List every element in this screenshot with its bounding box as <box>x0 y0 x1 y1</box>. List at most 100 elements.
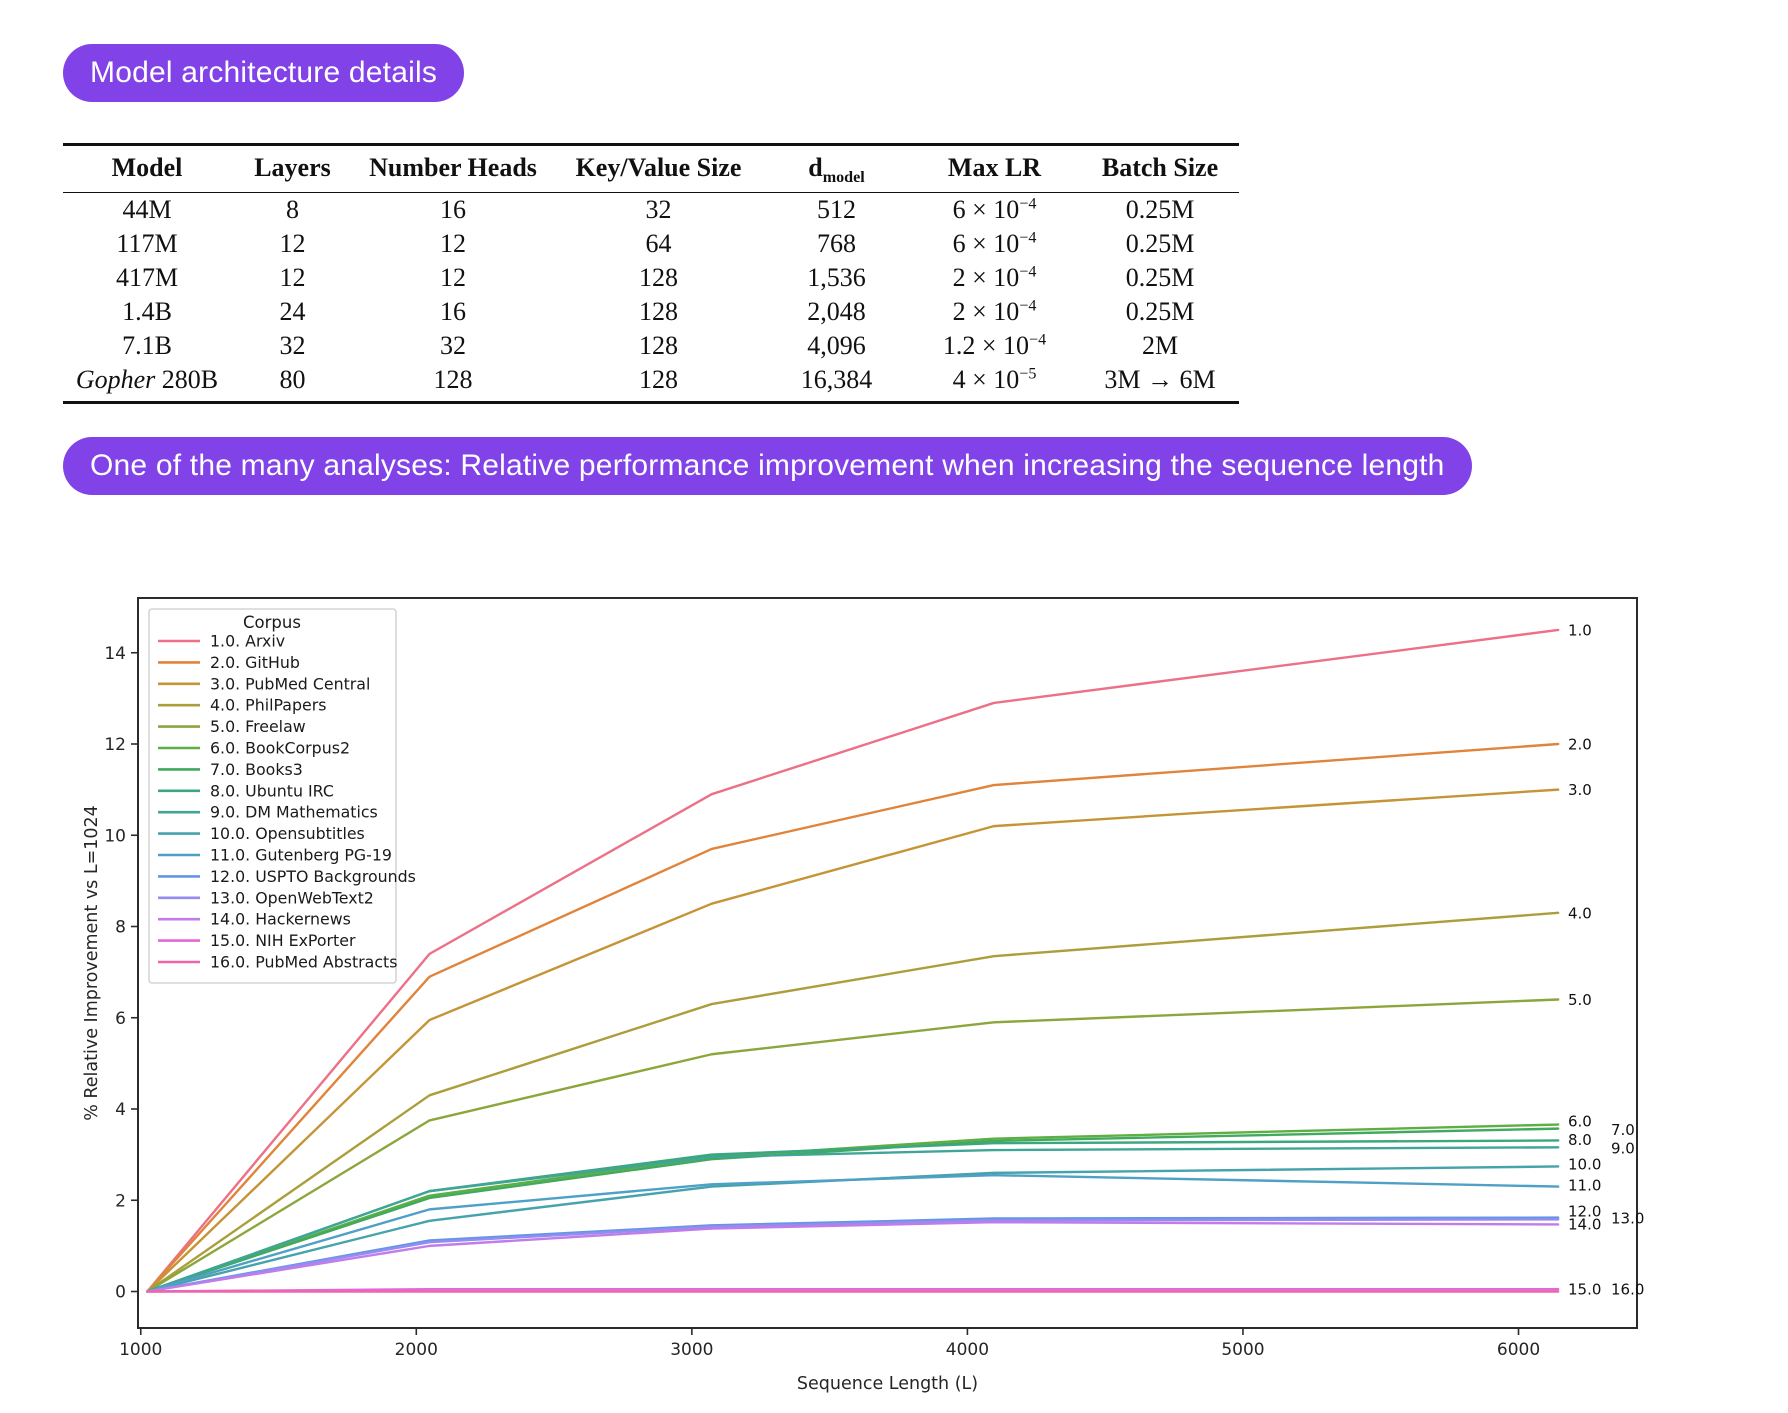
series-line-14.0 <box>146 1220 1560 1293</box>
y-axis-tick-label: 8 <box>115 918 126 938</box>
line-end-label-12.0: 12.0 <box>1568 1203 1601 1221</box>
y-axis-tick-label: 0 <box>115 1283 126 1303</box>
cell-layers: 12 <box>279 229 306 258</box>
column-header-key-value-size: Key/Value Size <box>552 143 765 193</box>
cell-max-lr: 1.2 × 10−4 <box>942 331 1047 360</box>
line-end-label-1.0: 1.0 <box>1568 621 1592 639</box>
series-line-5.0 <box>146 998 1560 1293</box>
legend-item-label-10.0: 10.0. Opensubtitles <box>210 824 365 843</box>
cell-dmodel: 1,536 <box>807 263 866 292</box>
x-axis-tick-label: 3000 <box>670 1340 713 1360</box>
column-header-number-heads: Number Heads <box>354 143 552 193</box>
cell-dmodel: 2,048 <box>807 297 866 326</box>
cell-key-value-size: 128 <box>639 331 678 360</box>
cell-layers: 80 <box>231 363 354 404</box>
legend-item-label-12.0: 12.0. USPTO Backgrounds <box>210 867 416 886</box>
legend-item-label-16.0: 16.0. PubMed Abstracts <box>210 953 397 972</box>
cell-batch-size: 2M <box>1141 331 1179 360</box>
cell-number-heads: 16 <box>440 195 466 224</box>
series-line-10.0 <box>146 1165 1560 1293</box>
table-row: 417M 12 12 128 1,536 2 × 10−4 0.25M <box>63 261 1239 295</box>
cell-key-value-size: 128 <box>639 263 678 292</box>
legend-item-label-15.0: 15.0. NIH ExPorter <box>210 931 356 950</box>
cell-number-heads: 128 <box>354 363 552 404</box>
series-line-4.0 <box>146 911 1560 1293</box>
cell-model: 44M <box>122 195 172 224</box>
cell-batch-size: 0.25M <box>1125 297 1195 326</box>
cell-max-lr: 2 × 10−4 <box>952 263 1037 292</box>
cell-batch-size: 0.25M <box>1125 263 1195 292</box>
table-row: 117M 12 12 64 768 6 × 10−4 0.25M <box>63 227 1239 261</box>
legend-item-label-5.0: 5.0. Freelaw <box>210 717 306 736</box>
y-axis-tick-label: 2 <box>115 1191 126 1211</box>
legend-box <box>148 608 397 984</box>
series-line-13.0 <box>146 1218 1560 1293</box>
series-line-15.0 <box>146 1288 1560 1293</box>
series-line-3.0 <box>146 788 1560 1293</box>
cell-key-value-size: 128 <box>639 297 678 326</box>
plot-border <box>137 597 1638 1329</box>
table-row: Gopher 280B 80 128 128 16,384 4 × 10−5 3M → 6M <box>63 363 1239 404</box>
cell-key-value-size: 32 <box>645 195 672 224</box>
table-row: 44M 8 16 32 512 6 × 10−4 0.25M <box>63 193 1239 228</box>
line-end-label-9.0: 9.0 <box>1611 1139 1635 1157</box>
cell-model: 1.4B <box>122 297 172 326</box>
legend-item-label-9.0: 9.0. DM Mathematics <box>210 803 378 822</box>
architecture-badge: Model architecture details <box>63 44 465 102</box>
analysis-badge: One of the many analyses: Relative perfo… <box>63 437 1472 495</box>
cell-dmodel: 512 <box>817 195 856 224</box>
legend-item-label-11.0: 11.0. Gutenberg PG-19 <box>210 846 392 865</box>
cell-model: 7.1B <box>122 331 172 360</box>
y-axis-tick-label: 10 <box>104 826 126 846</box>
x-axis-label: Sequence Length (L) <box>797 1374 978 1394</box>
y-axis-tick-label: 14 <box>104 644 126 664</box>
cell-layers: 8 <box>286 195 299 224</box>
cell-key-value-size: 128 <box>552 363 765 404</box>
line-end-label-7.0: 7.0 <box>1611 1121 1635 1139</box>
cell-model: 117M <box>116 229 178 258</box>
series-line-1.0 <box>146 628 1560 1293</box>
line-end-label-8.0: 8.0 <box>1568 1131 1592 1149</box>
cell-number-heads: 12 <box>440 229 466 258</box>
cell-max-lr: 6 × 10−4 <box>952 229 1037 258</box>
chart-canvas: 1000 2000 3000 4000 5000 6000 0 2 4 6 8 10 12 14 Seque… <box>82 597 1644 1394</box>
line-end-label-13.0: 13.0 <box>1611 1210 1644 1228</box>
cell-layers: 24 <box>279 297 306 326</box>
cell-max-lr: 6 × 10−4 <box>952 195 1037 224</box>
legend-item-label-13.0: 13.0. OpenWebText2 <box>210 888 374 907</box>
series-line-2.0 <box>146 742 1560 1293</box>
line-end-label-6.0: 6.0 <box>1568 1112 1592 1130</box>
cell-number-heads: 32 <box>440 331 466 360</box>
x-axis-tick-label: 6000 <box>1497 1340 1540 1360</box>
x-axis-tick-label: 4000 <box>946 1340 989 1360</box>
cell-number-heads: 12 <box>440 263 466 292</box>
column-header-d-model: dmodel <box>765 143 908 193</box>
line-end-label-11.0: 11.0 <box>1568 1177 1601 1195</box>
series-line-7.0 <box>146 1127 1560 1293</box>
cell-dmodel: 768 <box>817 229 856 258</box>
x-axis-tick-label: 2000 <box>395 1340 438 1360</box>
cell-layers: 12 <box>279 263 306 292</box>
legend-item-label-3.0: 3.0. PubMed Central <box>210 674 370 693</box>
y-axis-tick-label: 6 <box>115 1009 126 1029</box>
cell-max-lr: 2 × 10−4 <box>952 297 1037 326</box>
column-header-model: Model <box>63 143 231 193</box>
column-header-batch-size: Batch Size <box>1081 143 1239 193</box>
legend-title: Corpus <box>243 613 301 632</box>
cell-layers: 32 <box>279 331 306 360</box>
cell-dmodel: 4,096 <box>807 331 866 360</box>
cell-model: Gopher 280B <box>63 363 231 404</box>
x-axis-tick-label: 5000 <box>1221 1340 1264 1360</box>
legend-item-label-14.0: 14.0. Hackernews <box>210 910 351 929</box>
cell-model: 417M <box>115 263 179 292</box>
cell-max-lr: 4 × 10−5 <box>908 363 1081 404</box>
line-end-label-15.0: 15.0 <box>1568 1280 1601 1298</box>
table-row: 7.1B 32 32 128 4,096 1.2 × 10−4 2M <box>63 329 1239 363</box>
column-header-max-lr: Max LR <box>908 143 1081 193</box>
legend-item-label-2.0: 2.0. GitHub <box>210 653 300 672</box>
line-end-label-3.0: 3.0 <box>1568 781 1592 799</box>
model-architecture-table: Model Layers Number Heads Key/Value Size dmo… <box>63 143 1239 404</box>
y-axis-label: % Relative Improvement vs L=1024 <box>82 805 102 1121</box>
legend-item-label-1.0: 1.0. Arxiv <box>210 632 285 651</box>
line-end-label-14.0: 14.0 <box>1568 1215 1601 1233</box>
